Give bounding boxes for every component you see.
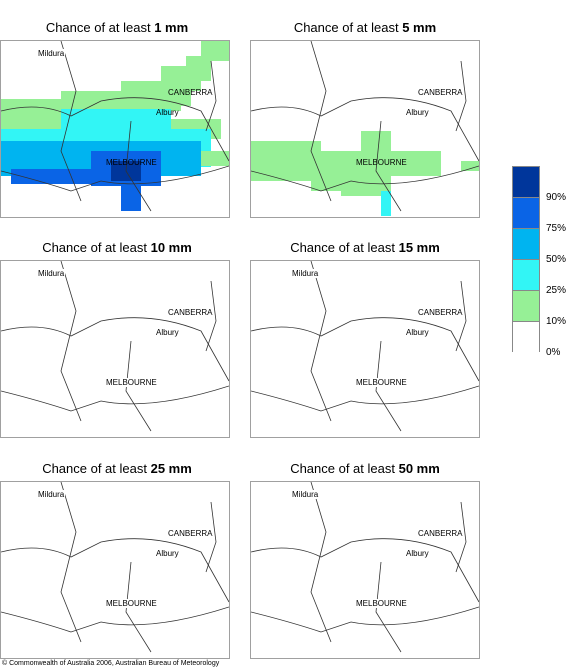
place-melbourne: MELBOURNE bbox=[105, 599, 158, 608]
legend-swatch-25 bbox=[512, 259, 540, 290]
legend-swatch-10 bbox=[512, 290, 540, 321]
legend-swatch-75 bbox=[512, 197, 540, 228]
legend-label-75: 75% bbox=[546, 223, 567, 234]
place-melbourne: MELBOURNE bbox=[355, 599, 408, 608]
panel-title-10mm: Chance of at least 10 mm bbox=[42, 240, 192, 255]
place-mildura: Mildura bbox=[37, 49, 66, 58]
panel-title-15mm: Chance of at least 15 mm bbox=[290, 240, 440, 255]
place-mildura: Mildura bbox=[291, 490, 320, 499]
place-canberra: CANBERRA bbox=[417, 529, 464, 538]
panel-title-50mm: Chance of at least 50 mm bbox=[290, 461, 440, 476]
copyright-notice: © Commonwealth of Australia 2006, Austra… bbox=[2, 660, 220, 667]
place-mildura: Mildura bbox=[37, 490, 66, 499]
place-albury: Albury bbox=[155, 549, 180, 558]
place-albury: Albury bbox=[156, 108, 179, 117]
map-5mm: Mildura CANBERRA Albury MELBOURNE bbox=[250, 40, 480, 218]
place-mildura: Mildura bbox=[37, 269, 66, 278]
legend-label-25: 25% bbox=[546, 285, 567, 296]
place-canberra: CANBERRA bbox=[167, 529, 214, 538]
place-canberra: CANBERRA bbox=[417, 88, 464, 97]
legend-label-10: 10% bbox=[546, 316, 567, 327]
place-albury: Albury bbox=[405, 328, 430, 337]
map-25mm: Mildura CANBERRA Albury MELBOURNE bbox=[0, 481, 230, 659]
place-albury: Albury bbox=[155, 328, 180, 337]
legend-swatch-90 bbox=[512, 166, 540, 197]
panel-title-1mm: Chance of at least 1 mm bbox=[45, 20, 189, 35]
map-1mm-graphic bbox=[1, 41, 229, 212]
map-50mm: Mildura CANBERRA Albury MELBOURNE bbox=[250, 481, 480, 659]
map-50mm-graphic bbox=[251, 482, 479, 653]
place-canberra: CANBERRA bbox=[168, 88, 213, 97]
place-canberra: CANBERRA bbox=[167, 308, 214, 317]
legend-label-90: 90% bbox=[546, 192, 567, 203]
map-15mm: Mildura CANBERRA Albury MELBOURNE bbox=[250, 260, 480, 438]
place-melbourne: MELBOURNE bbox=[105, 378, 158, 387]
map-1mm: Mildura CANBERRA Albury MELBOURNE bbox=[0, 40, 230, 218]
legend-swatch-0 bbox=[512, 321, 540, 352]
place-canberra: CANBERRA bbox=[417, 308, 464, 317]
legend-label-0: 0% bbox=[546, 347, 561, 358]
place-melbourne: MELBOURNE bbox=[106, 158, 157, 167]
place-albury: Albury bbox=[405, 108, 430, 117]
map-10mm: Mildura CANBERRA Albury MELBOURNE bbox=[0, 260, 230, 438]
map-5mm-graphic bbox=[251, 41, 479, 216]
legend-swatch-50 bbox=[512, 228, 540, 259]
place-melbourne: MELBOURNE bbox=[356, 158, 407, 167]
probability-legend: 90% 75% 50% 25% 10% 0% bbox=[512, 166, 566, 358]
panel-title-5mm: Chance of at least 5 mm bbox=[293, 20, 437, 35]
place-albury: Albury bbox=[405, 549, 430, 558]
map-10mm-graphic bbox=[1, 261, 229, 432]
map-25mm-graphic bbox=[1, 482, 229, 653]
map-15mm-graphic bbox=[251, 261, 479, 432]
panel-title-25mm: Chance of at least 25 mm bbox=[42, 461, 192, 476]
place-melbourne: MELBOURNE bbox=[355, 378, 408, 387]
legend-label-50: 50% bbox=[546, 254, 567, 265]
place-mildura: Mildura bbox=[291, 269, 320, 278]
